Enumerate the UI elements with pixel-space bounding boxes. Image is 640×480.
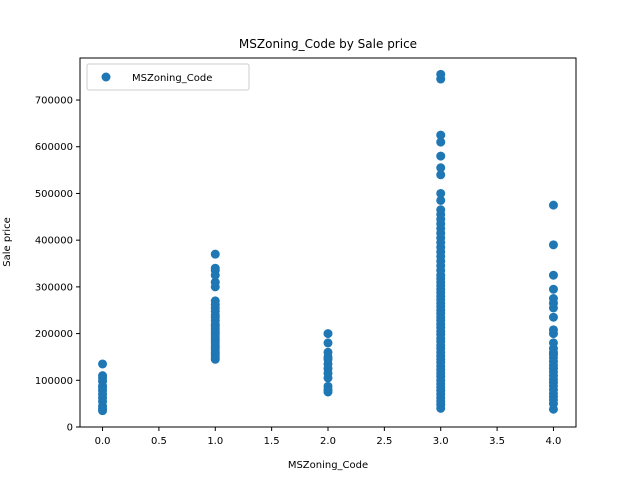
data-point (210, 249, 220, 259)
data-point (436, 151, 446, 161)
x-tick-label: 0.5 (151, 436, 167, 447)
data-point (548, 200, 558, 210)
data-point (210, 263, 220, 273)
y-tick-label: 300000 (35, 282, 73, 293)
x-tick-label: 3.0 (433, 436, 449, 447)
data-point (436, 195, 446, 205)
data-point (98, 371, 108, 381)
data-point (548, 338, 558, 348)
x-axis-ticks: 0.0 0.5 1.0 1.5 2.0 2.5 3.0 3.5 4.0 (95, 427, 562, 447)
x-axis-label: MSZoning_Code (288, 460, 368, 471)
data-point (548, 294, 558, 304)
y-tick-label: 600000 (35, 142, 73, 153)
data-point (98, 359, 108, 369)
legend-box (86, 63, 250, 91)
chart-title: MSZoning_Code by Sale price (239, 37, 417, 51)
data-point (323, 347, 333, 357)
data-point (548, 312, 558, 322)
data-point (323, 381, 333, 391)
x-tick-label: 2.0 (320, 436, 336, 447)
x-tick-label: 1.0 (207, 436, 223, 447)
x-tick-label: 4.0 (546, 436, 562, 447)
y-tick-label: 100000 (35, 376, 73, 387)
data-point (436, 188, 446, 198)
y-tick-label: 700000 (35, 96, 73, 107)
data-point (436, 137, 446, 147)
data-point (548, 284, 558, 294)
data-point (436, 130, 446, 140)
y-tick-label: 200000 (35, 329, 73, 340)
data-point (548, 325, 558, 335)
y-axis-ticks: 0 100000 200000 300000 400000 500000 600000 700… (35, 96, 80, 434)
x-tick-label: 0.0 (95, 436, 111, 447)
data-point (210, 277, 220, 287)
data-point (323, 329, 333, 339)
data-point (436, 205, 446, 215)
y-tick-label: 500000 (35, 189, 73, 200)
y-axis-label: Sale price (2, 217, 13, 266)
x-tick-label: 2.5 (376, 436, 392, 447)
y-tick-label: 0 (67, 423, 73, 434)
legend-label: MSZoning_Code (132, 73, 212, 84)
legend-marker (101, 72, 111, 82)
data-point (210, 296, 220, 306)
legend: MSZoning_Code (86, 63, 250, 91)
data-point (323, 338, 333, 348)
data-points (98, 69, 558, 416)
data-point (436, 69, 446, 79)
x-tick-label: 1.5 (264, 436, 280, 447)
data-point (436, 163, 446, 173)
data-point (548, 240, 558, 250)
data-point (436, 170, 446, 180)
y-tick-label: 400000 (35, 236, 73, 247)
x-tick-label: 3.5 (489, 436, 505, 447)
data-point (548, 270, 558, 280)
